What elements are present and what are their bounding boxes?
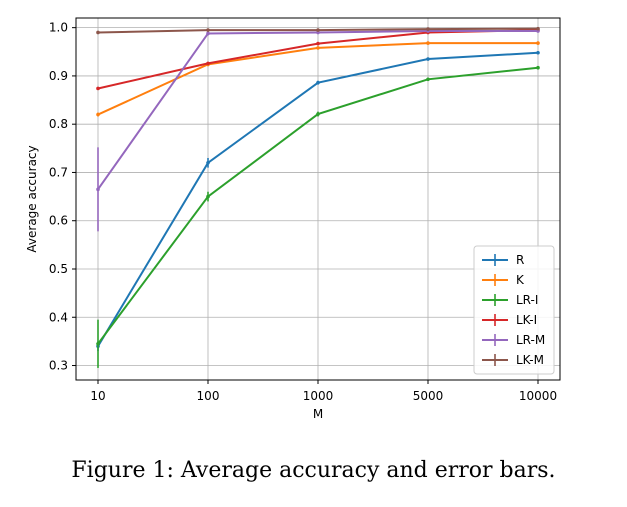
data-point-k xyxy=(316,46,320,50)
y-tick-label: 0.9 xyxy=(49,69,68,83)
legend-label-lr-m: LR-M xyxy=(516,333,545,347)
data-point-r xyxy=(426,57,430,61)
legend-label-k: K xyxy=(516,273,525,287)
legend-label-r: R xyxy=(516,253,524,267)
data-point-lr-m xyxy=(96,187,100,192)
accuracy-chart: 10 100 1000 5000 10000 0.3 0.4 0.5 0.6 0.7 0.8 0.9 1… xyxy=(25,17,561,421)
x-tick-label: 5000 xyxy=(413,389,444,403)
data-point-lk-m xyxy=(316,28,320,32)
data-point-k xyxy=(426,41,430,45)
legend-box xyxy=(473,245,555,375)
y-tick-label: 0.5 xyxy=(49,262,68,276)
y-tick-label: 1.0 xyxy=(49,21,68,35)
legend: RK LR-I LK-I LR-M LK-M xyxy=(473,245,555,375)
data-point-lr-i xyxy=(96,342,100,346)
x-axis-label: M xyxy=(313,407,323,421)
data-point-lk-m xyxy=(536,26,540,31)
y-axis-label: Average accuracy xyxy=(25,145,39,252)
y-tick-label: 0.6 xyxy=(49,214,68,228)
series-lines xyxy=(96,26,540,368)
data-point-lr-i xyxy=(206,194,210,199)
data-point-r xyxy=(316,80,320,85)
x-tick-label: 10000 xyxy=(519,389,557,403)
data-point-lk-m xyxy=(206,28,210,32)
x-tick-label: 100 xyxy=(197,389,220,403)
data-point-lk-m xyxy=(96,30,100,35)
data-point-lk-i xyxy=(206,61,210,66)
data-point-lk-i xyxy=(316,41,320,46)
data-point-lr-i xyxy=(316,112,320,116)
data-point-k xyxy=(96,112,100,117)
x-tick-label: 1000 xyxy=(303,389,334,403)
data-point-lr-i xyxy=(536,65,540,70)
legend-label-lr-i: LR-I xyxy=(516,293,538,307)
y-tick-label: 0.7 xyxy=(49,165,68,179)
data-point-lk-i xyxy=(96,86,100,91)
data-point-r xyxy=(206,161,210,165)
y-tick-label: 0.8 xyxy=(49,117,68,131)
data-point-lr-m xyxy=(206,31,210,36)
data-point-lr-i xyxy=(426,77,430,82)
axis-ticks: 10 100 1000 5000 10000 0.3 0.4 0.5 0.6 0.7 0.8 0.9 1… xyxy=(49,21,557,403)
data-point-r xyxy=(536,50,540,55)
data-point-lk-m xyxy=(426,27,430,31)
legend-label-lk-i: LK-I xyxy=(516,313,537,327)
x-tick-label: 10 xyxy=(90,389,105,403)
y-tick-label: 0.3 xyxy=(49,359,68,373)
legend-label-lk-m: LK-M xyxy=(516,353,544,367)
y-tick-label: 0.4 xyxy=(49,310,68,324)
data-point-k xyxy=(536,41,540,45)
figure-caption: Figure 1: Average accuracy and error bar… xyxy=(71,458,556,483)
